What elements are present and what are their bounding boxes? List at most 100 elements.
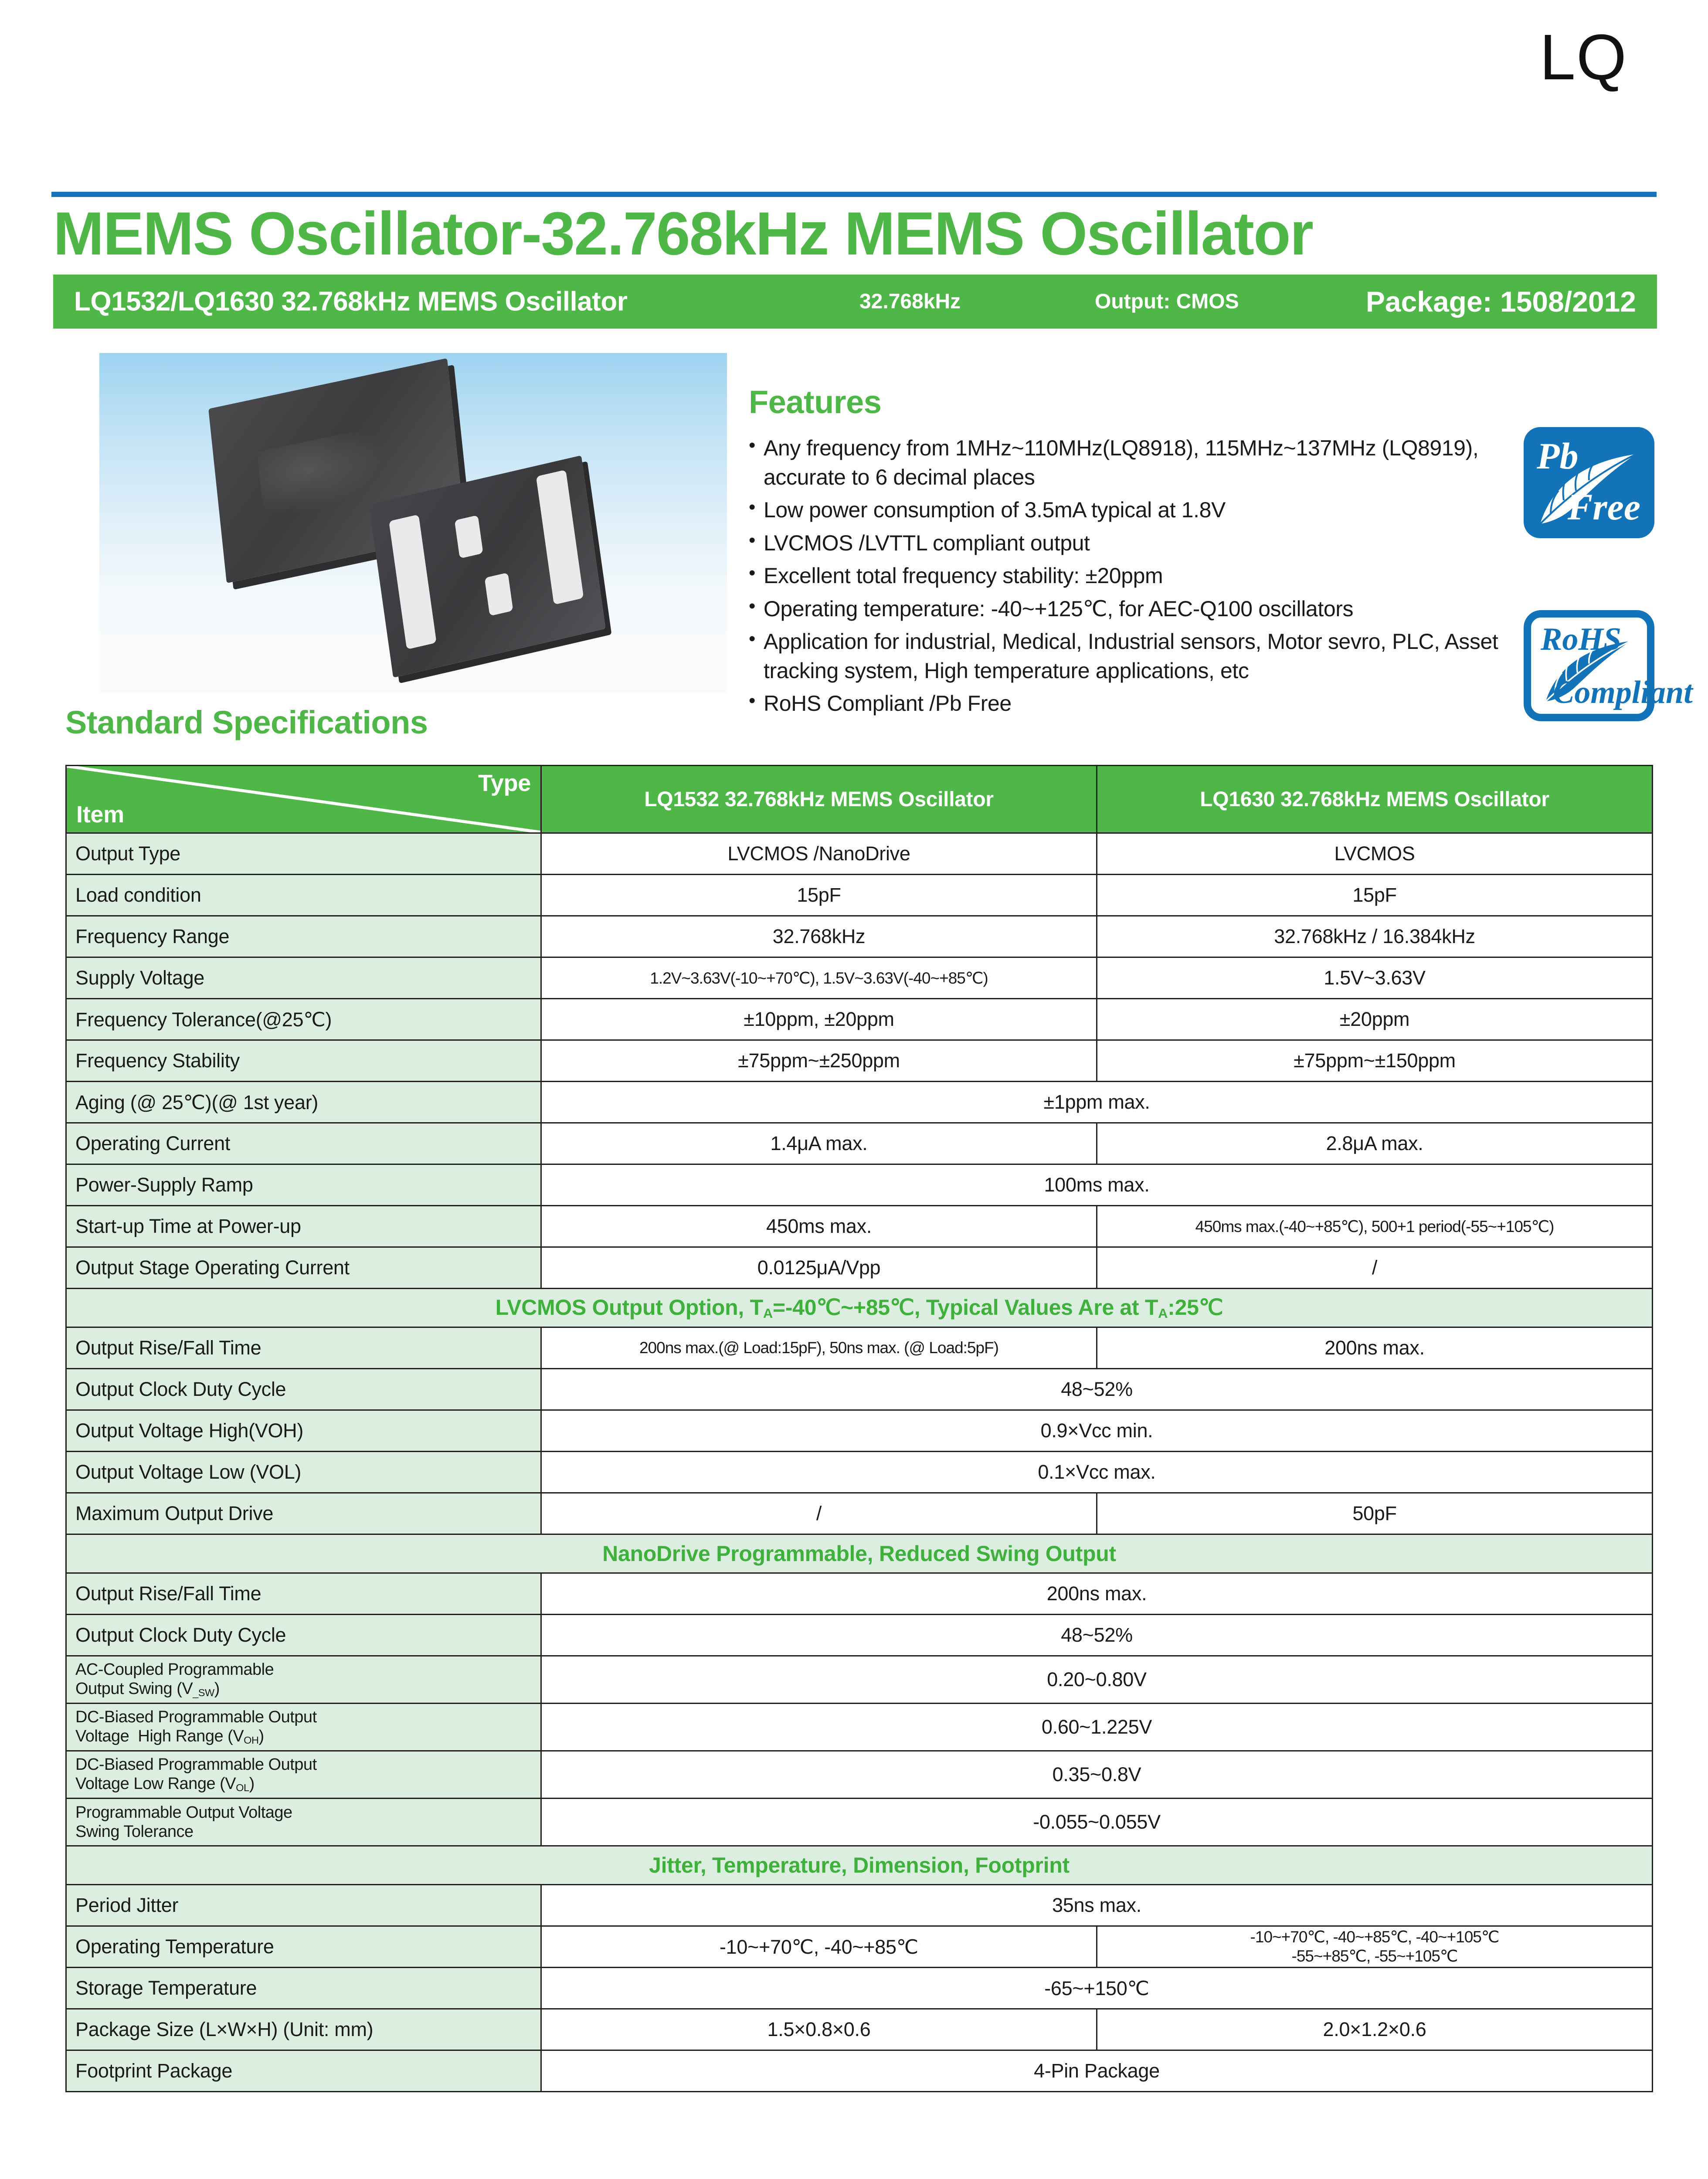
pb-free-line1: Pb xyxy=(1537,435,1579,477)
row-label-line2: Voltage Low Range (VOL) xyxy=(75,1775,255,1794)
row-label: Output Voltage High(VOH) xyxy=(65,1409,542,1452)
table-row: AC-Coupled Programmable Output Swing (V_… xyxy=(65,1655,1653,1704)
row-value-b: ±75ppm~±150ppm xyxy=(1096,1039,1653,1082)
table-row: DC-Biased Programmable Output Voltage Hi… xyxy=(65,1703,1653,1751)
corner-header-cell: Type Item xyxy=(65,765,542,834)
banner-output: Output: CMOS xyxy=(1095,290,1239,313)
feature-item: Any frequency from 1MHz~110MHz(LQ8918), … xyxy=(749,433,1498,492)
row-label: AC-Coupled Programmable Output Swing (V_… xyxy=(65,1655,542,1704)
row-label: Output Rise/Fall Time xyxy=(65,1327,542,1369)
row-label: Load condition xyxy=(65,874,542,916)
corner-type-label: Type xyxy=(478,770,531,796)
row-value-span: 4-Pin Package xyxy=(540,2050,1653,2092)
row-label: DC-Biased Programmable Output Voltage Hi… xyxy=(65,1703,542,1751)
row-label-line1: AC-Coupled Programmable xyxy=(75,1660,274,1679)
row-value-b-line1: -10~+70℃, -40~+85℃, -40~+105℃ xyxy=(1250,1928,1500,1946)
row-label: Frequency Stability xyxy=(65,1039,542,1082)
row-value-b: 2.8μA max. xyxy=(1096,1122,1653,1165)
table-row: Output Rise/Fall Time 200ns max.(@ Load:… xyxy=(65,1327,1653,1369)
row-value-a: -10~+70℃, -40~+85℃ xyxy=(540,1925,1097,1968)
row-value-b: / xyxy=(1096,1246,1653,1289)
row-label: Output Stage Operating Current xyxy=(65,1246,542,1289)
row-value-a: 450ms max. xyxy=(540,1205,1097,1248)
row-value-span: 100ms max. xyxy=(540,1164,1653,1206)
row-label: Supply Voltage xyxy=(65,957,542,999)
feature-item: Excellent total frequency stability: ±20… xyxy=(749,560,1498,591)
row-value-b: -10~+70℃, -40~+85℃, -40~+105℃ -55~+85℃, … xyxy=(1096,1925,1653,1968)
table-row: Output Stage Operating Current 0.0125μA/… xyxy=(65,1246,1653,1289)
brand-logo: LQ xyxy=(1539,21,1627,93)
table-row: Storage Temperature -65~+150℃ xyxy=(65,1967,1653,2009)
row-value-span: 0.20~0.80V xyxy=(540,1655,1653,1704)
solder-pad xyxy=(484,572,513,616)
table-row: Frequency Range 32.768kHz 32.768kHz / 16… xyxy=(65,915,1653,958)
product-banner: LQ1532/LQ1630 32.768kHz MEMS Oscillator … xyxy=(53,275,1657,329)
table-row: Footprint Package 4-Pin Package xyxy=(65,2050,1653,2092)
row-label: Operating Temperature xyxy=(65,1925,542,1968)
table-row: Period Jitter 35ns max. xyxy=(65,1884,1653,1927)
row-value-a: / xyxy=(540,1492,1097,1535)
table-row: Aging (@ 25℃)(@ 1st year) ±1ppm max. xyxy=(65,1081,1653,1123)
compliance-badges: Pb Free RoHS Compliant xyxy=(1524,427,1693,721)
rohs-line1: RoHS xyxy=(1541,621,1622,657)
banner-frequency: 32.768kHz xyxy=(859,290,961,313)
feature-item: RoHS Compliant /Pb Free xyxy=(749,688,1498,718)
row-label: Output Clock Duty Cycle xyxy=(65,1368,542,1411)
table-row: Frequency Tolerance(@25℃) ±10ppm, ±20ppm… xyxy=(65,998,1653,1041)
row-value-a: 200ns max.(@ Load:15pF), 50ns max. (@ Lo… xyxy=(540,1327,1097,1369)
row-value-a: LVCMOS /NanoDrive xyxy=(540,832,1097,875)
row-value-span: 48~52% xyxy=(540,1614,1653,1656)
column-header-lq1630: LQ1630 32.768kHz MEMS Oscillator xyxy=(1096,765,1653,834)
specs-heading: Standard Specifications xyxy=(65,704,428,740)
row-value-a: 1.2V~3.63V(-10~+70℃), 1.5V~3.63V(-40~+85… xyxy=(540,957,1097,999)
pb-free-line2: Free xyxy=(1567,486,1640,528)
feature-item: Application for industrial, Medical, Ind… xyxy=(749,626,1498,685)
row-label: Footprint Package xyxy=(65,2050,542,2092)
row-value-b: 15pF xyxy=(1096,874,1653,916)
table-row: DC-Biased Programmable Output Voltage Lo… xyxy=(65,1750,1653,1799)
row-label: Frequency Tolerance(@25℃) xyxy=(65,998,542,1041)
feature-item: Operating temperature: -40~+125℃, for AE… xyxy=(749,594,1498,624)
pb-free-icon: Pb Free xyxy=(1524,427,1654,538)
row-value-b: ±20ppm xyxy=(1096,998,1653,1041)
section-title: NanoDrive Programmable, Reduced Swing Ou… xyxy=(65,1534,1653,1574)
features-section: Features Any frequency from 1MHz~110MHz(… xyxy=(749,384,1498,722)
row-value-a: ±75ppm~±250ppm xyxy=(540,1039,1097,1082)
rohs-line2: Compliant xyxy=(1553,675,1693,710)
corner-item-label: Item xyxy=(76,801,124,828)
row-label: Output Type xyxy=(65,832,542,875)
table-row: Output Clock Duty Cycle 48~52% xyxy=(65,1368,1653,1411)
row-value-span: 48~52% xyxy=(540,1368,1653,1411)
column-header-lq1532: LQ1532 32.768kHz MEMS Oscillator xyxy=(540,765,1097,834)
table-row: Supply Voltage 1.2V~3.63V(-10~+70℃), 1.5… xyxy=(65,957,1653,999)
product-photo xyxy=(99,353,727,693)
page-title: MEMS Oscillator-32.768kHz MEMS Oscillato… xyxy=(53,199,1314,268)
features-list: Any frequency from 1MHz~110MHz(LQ8918), … xyxy=(749,433,1498,718)
row-label: Aging (@ 25℃)(@ 1st year) xyxy=(65,1081,542,1123)
table-row: Power-Supply Ramp 100ms max. xyxy=(65,1164,1653,1206)
banner-model: LQ1532/LQ1630 32.768kHz MEMS Oscillator xyxy=(74,286,628,317)
row-value-b: 50pF xyxy=(1096,1492,1653,1535)
row-label-line2: Voltage High Range (VOH) xyxy=(75,1727,264,1746)
section-title: LVCMOS Output Option, TA=-40℃~+85℃, Typi… xyxy=(65,1288,1653,1328)
section-header-nanodrive: NanoDrive Programmable, Reduced Swing Ou… xyxy=(65,1534,1653,1574)
row-label-line1: DC-Biased Programmable Output xyxy=(75,1708,317,1727)
row-label-line2: Swing Tolerance xyxy=(75,1823,194,1841)
table-row: Output Clock Duty Cycle 48~52% xyxy=(65,1614,1653,1656)
table-row: Output Rise/Fall Time 200ns max. xyxy=(65,1572,1653,1615)
table-header-row: Type Item LQ1532 32.768kHz MEMS Oscillat… xyxy=(65,765,1653,834)
row-value-a: 0.0125μA/Vpp xyxy=(540,1246,1097,1289)
table-row: Output Voltage Low (VOL) 0.1×Vcc max. xyxy=(65,1451,1653,1493)
row-value-a: ±10ppm, ±20ppm xyxy=(540,998,1097,1041)
row-label: Storage Temperature xyxy=(65,1967,542,2009)
row-value-a: 1.5×0.8×0.6 xyxy=(540,2008,1097,2051)
section-header-jitter: Jitter, Temperature, Dimension, Footprin… xyxy=(65,1845,1653,1885)
row-value-b: 32.768kHz / 16.384kHz xyxy=(1096,915,1653,958)
specifications-table: Type Item LQ1532 32.768kHz MEMS Oscillat… xyxy=(65,765,1653,2092)
table-row: Operating Temperature -10~+70℃, -40~+85℃… xyxy=(65,1925,1653,1968)
row-value-span: 0.35~0.8V xyxy=(540,1750,1653,1799)
row-label: Programmable Output Voltage Swing Tolera… xyxy=(65,1798,542,1846)
row-value-span: 35ns max. xyxy=(540,1884,1653,1927)
row-label: Power-Supply Ramp xyxy=(65,1164,542,1206)
row-value-span: 0.1×Vcc max. xyxy=(540,1451,1653,1493)
